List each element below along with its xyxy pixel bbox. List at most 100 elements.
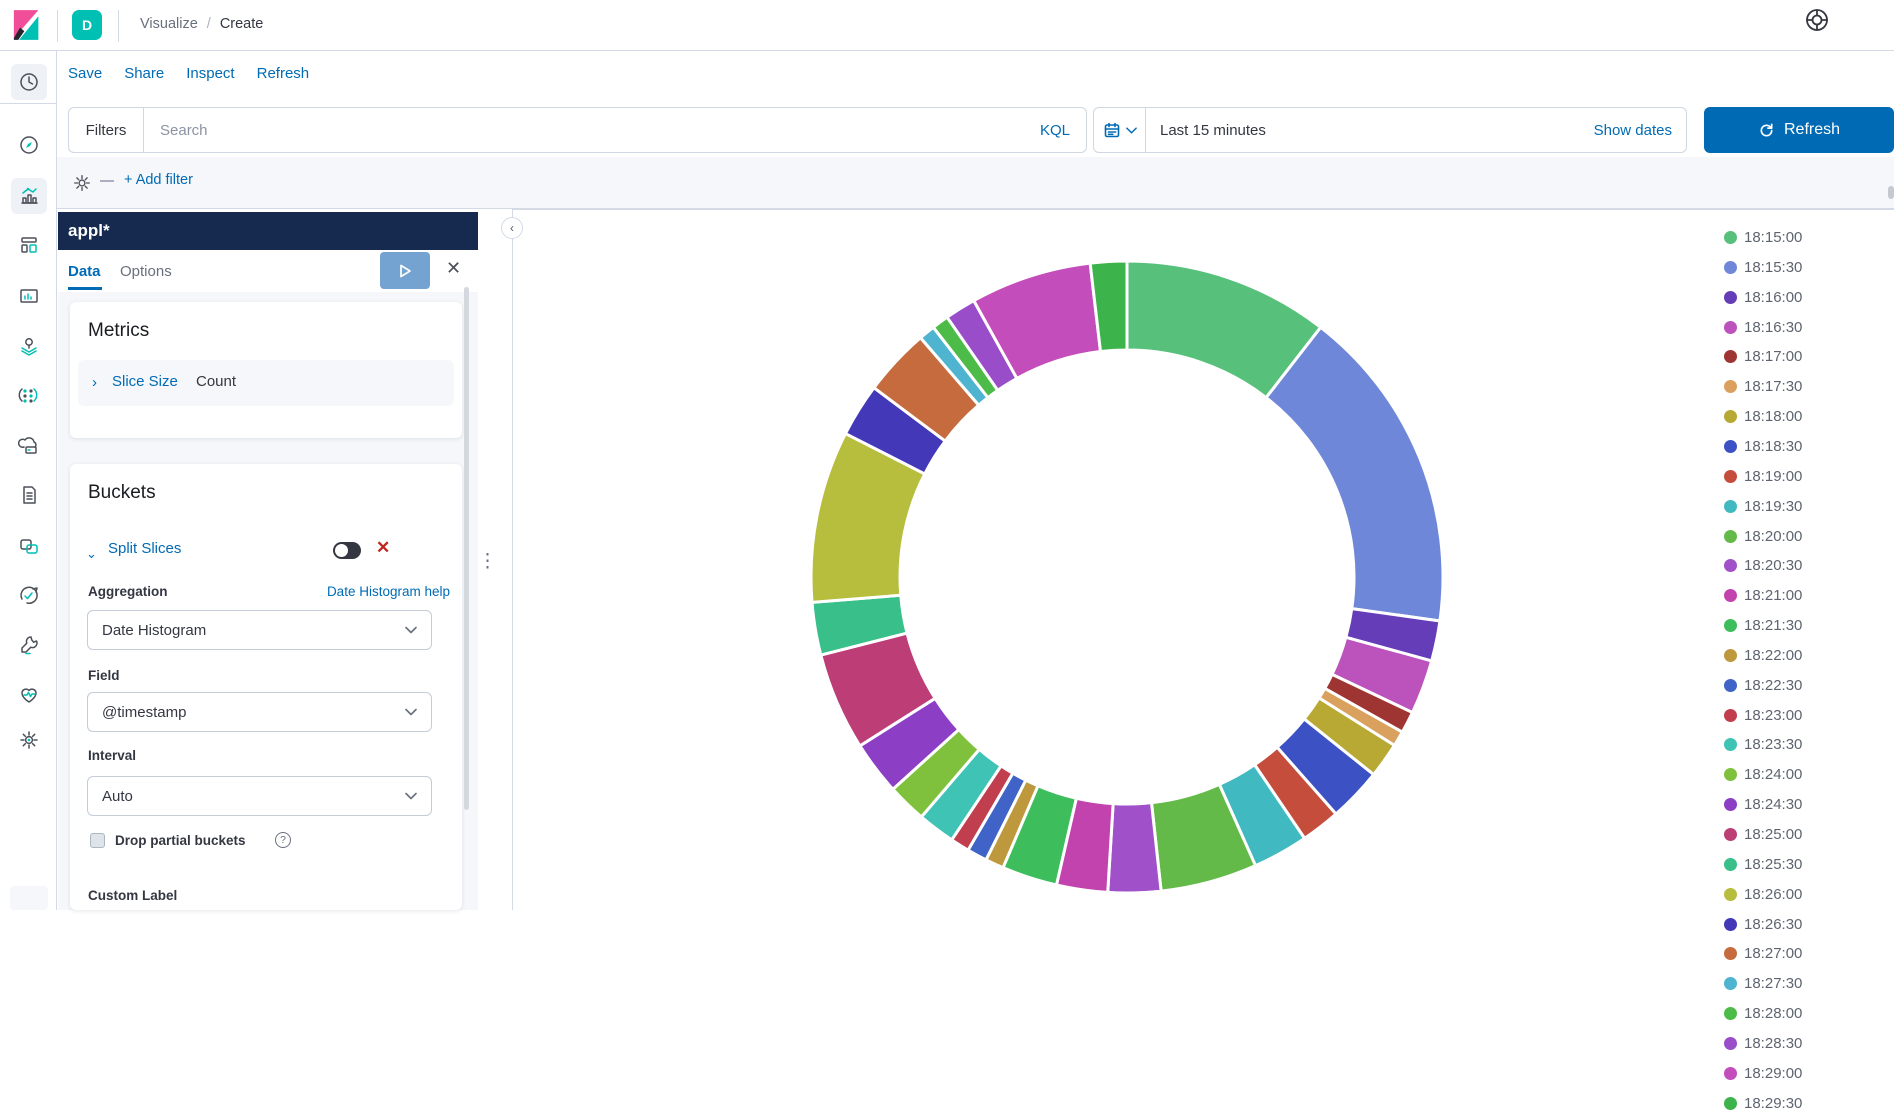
siem-icon[interactable]	[18, 585, 40, 607]
search-input[interactable]	[144, 121, 1024, 139]
remove-bucket-icon[interactable]: ✕	[376, 538, 391, 557]
recently-viewed-icon[interactable]	[18, 71, 40, 93]
tab-options[interactable]: Options	[120, 263, 172, 280]
legend-item[interactable]: 18:20:30	[1724, 557, 1802, 574]
legend-item[interactable]: 18:25:00	[1724, 826, 1802, 843]
split-slices-toggle[interactable]	[333, 542, 361, 559]
legend-item[interactable]: 18:24:00	[1724, 766, 1802, 783]
dashboard-icon[interactable]	[18, 234, 40, 256]
legend-item[interactable]: 18:26:30	[1724, 916, 1802, 933]
save-link[interactable]: Save	[68, 65, 103, 82]
metric-link[interactable]: Slice Size	[112, 373, 178, 390]
legend-item[interactable]: 18:20:00	[1724, 528, 1802, 545]
legend-item[interactable]: 18:17:00	[1724, 348, 1802, 365]
legend-item[interactable]: 18:23:30	[1724, 736, 1802, 753]
calendar-button[interactable]	[1094, 108, 1146, 152]
monitoring-icon[interactable]	[18, 684, 40, 706]
legend-item[interactable]: 18:24:30	[1724, 796, 1802, 813]
legend-item[interactable]: 18:19:30	[1724, 498, 1802, 515]
panel-scrollbar[interactable]	[464, 287, 469, 810]
legend-item[interactable]: 18:27:30	[1724, 975, 1802, 992]
legend-item[interactable]: 18:27:00	[1724, 945, 1802, 962]
dev-tools-icon[interactable]	[18, 634, 40, 656]
legend-item[interactable]: 18:29:00	[1724, 1065, 1802, 1082]
sidebar-separator	[0, 103, 57, 104]
logs-icon[interactable]	[18, 484, 40, 506]
filters-button[interactable]: Filters	[69, 108, 144, 152]
pie-slice[interactable]	[1106, 801, 1163, 895]
legend-item[interactable]: 18:15:00	[1724, 229, 1802, 246]
legend-label: 18:19:00	[1744, 467, 1803, 485]
interval-label: Interval	[88, 748, 137, 763]
filter-settings-gear-icon[interactable]	[72, 173, 92, 198]
infrastructure-icon[interactable]	[17, 435, 40, 457]
legend-item[interactable]: 18:15:30	[1724, 258, 1803, 276]
tab-data[interactable]: Data	[68, 263, 101, 280]
visualize-icon[interactable]	[18, 185, 40, 207]
refresh-button[interactable]: Refresh	[1704, 107, 1894, 153]
refresh-icon	[1760, 123, 1773, 137]
dock-nav-button[interactable]	[10, 886, 48, 910]
breadcrumb-section[interactable]: Visualize	[140, 16, 198, 32]
legend-item[interactable]: 18:26:00	[1724, 886, 1802, 903]
share-link[interactable]: Share	[124, 65, 165, 82]
drop-partial-buckets-checkbox[interactable]	[90, 833, 105, 848]
aggregation-select[interactable]: Date Histogram	[87, 610, 432, 650]
legend-item[interactable]: 18:18:00	[1724, 408, 1802, 425]
metric-row[interactable]: › Slice Size Count	[78, 360, 454, 406]
visualize-icon-box	[11, 178, 47, 214]
add-filter-link[interactable]: + Add filter	[124, 172, 193, 188]
interval-select[interactable]: Auto	[87, 776, 432, 816]
maps-icon[interactable]	[18, 335, 40, 357]
legend-item[interactable]: 18:25:30	[1724, 856, 1802, 873]
show-dates-button[interactable]: Show dates	[1593, 121, 1672, 139]
legend-swatch	[1724, 290, 1737, 304]
legend-item[interactable]: 18:29:30	[1724, 1095, 1802, 1112]
close-icon[interactable]: ✕	[446, 258, 462, 278]
discover-icon[interactable]	[18, 134, 40, 156]
management-icon[interactable]	[18, 729, 40, 751]
legend-item[interactable]: 18:22:00	[1724, 647, 1802, 664]
legend-item[interactable]: 18:28:30	[1724, 1035, 1802, 1052]
legend-item[interactable]: 18:18:30	[1724, 438, 1802, 455]
breadcrumb: Visualize / Create	[140, 16, 263, 32]
legend-item[interactable]: 18:21:30	[1724, 617, 1802, 634]
machine-learning-icon[interactable]	[18, 384, 40, 406]
legend-item[interactable]: 18:16:30	[1724, 319, 1802, 336]
aggregation-select-value: Date Histogram	[102, 621, 207, 639]
uptime-icon[interactable]	[18, 535, 40, 557]
kibana-logo-icon[interactable]	[13, 8, 41, 47]
legend-item[interactable]: 18:23:00	[1724, 707, 1802, 724]
panel-resizer-handle[interactable]: ⋮	[478, 551, 497, 572]
legend-item[interactable]: 18:19:00	[1724, 467, 1803, 485]
refresh-button-label: Refresh	[1783, 121, 1841, 138]
help-icon[interactable]	[1804, 7, 1830, 38]
legend-item[interactable]: 18:16:00	[1724, 289, 1802, 306]
split-slices-link[interactable]: Split Slices	[108, 540, 182, 557]
legend-item[interactable]: 18:21:00	[1724, 587, 1802, 604]
legend-item[interactable]: 18:17:30	[1724, 378, 1802, 395]
legend-swatch	[1724, 350, 1737, 364]
legend-label: 18:15:30	[1744, 258, 1803, 276]
legend-item[interactable]: 18:22:30	[1724, 677, 1802, 694]
question-icon[interactable]: ?	[275, 832, 291, 848]
kql-button[interactable]: KQL	[1039, 121, 1070, 139]
legend-swatch	[1724, 380, 1737, 394]
pie-slice[interactable]	[1264, 325, 1445, 623]
legend-item[interactable]: 18:28:00	[1724, 1005, 1802, 1022]
pie-slice[interactable]	[1088, 259, 1129, 354]
refresh-link[interactable]: Refresh	[256, 65, 310, 82]
aggregation-help-link[interactable]: Date Histogram help	[326, 584, 450, 599]
space-avatar[interactable]: D	[72, 10, 102, 40]
timepicker-value[interactable]: Last 15 minutes	[1160, 121, 1266, 139]
drop-partial-buckets-label: Drop partial buckets	[115, 833, 246, 848]
apply-changes-button[interactable]	[380, 252, 430, 289]
tab-data-underline	[68, 287, 102, 290]
window-scrollbar-thumb[interactable]	[1888, 186, 1894, 199]
canvas-icon[interactable]	[18, 285, 40, 307]
collapse-panel-button[interactable]: ‹	[501, 217, 523, 239]
field-select[interactable]: @timestamp	[87, 692, 432, 732]
index-pattern-title: appl*	[68, 221, 110, 240]
legend-swatch	[1724, 499, 1737, 513]
inspect-link[interactable]: Inspect	[186, 65, 235, 82]
